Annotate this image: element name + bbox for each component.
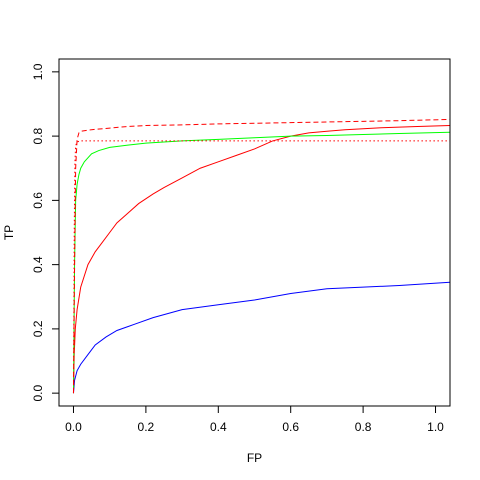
y-axis-label: TP: [2, 225, 16, 240]
x-tick-label: 0.4: [210, 420, 227, 434]
x-tick-label: 0.0: [65, 420, 82, 434]
y-axis: 0.0 0.2 0.4 0.6 0.8 1.0: [31, 63, 60, 401]
series-line-2: [72, 125, 450, 394]
x-axis: 0.0 0.2 0.4 0.6 0.8 1.0: [65, 405, 444, 434]
y-tick-label: 0.4: [31, 256, 45, 273]
y-tick-label: 1.0: [31, 63, 45, 80]
x-tick-label: 0.6: [282, 420, 299, 434]
x-tick-label: 0.2: [138, 420, 155, 434]
x-axis-label: FP: [247, 451, 262, 465]
y-tick-label: 0.0: [31, 384, 45, 401]
y-tick-label: 0.8: [31, 127, 45, 144]
x-tick-label: 0.8: [355, 420, 372, 434]
y-tick-label: 0.6: [31, 192, 45, 209]
y-tick-label: 0.2: [31, 320, 45, 337]
series-line-4: [72, 118, 450, 394]
series-line-3: [72, 131, 450, 394]
x-tick-label: 1.0: [427, 420, 444, 434]
series-group: [72, 118, 450, 394]
series-line-1: [72, 281, 450, 394]
series-layer: [72, 118, 450, 394]
